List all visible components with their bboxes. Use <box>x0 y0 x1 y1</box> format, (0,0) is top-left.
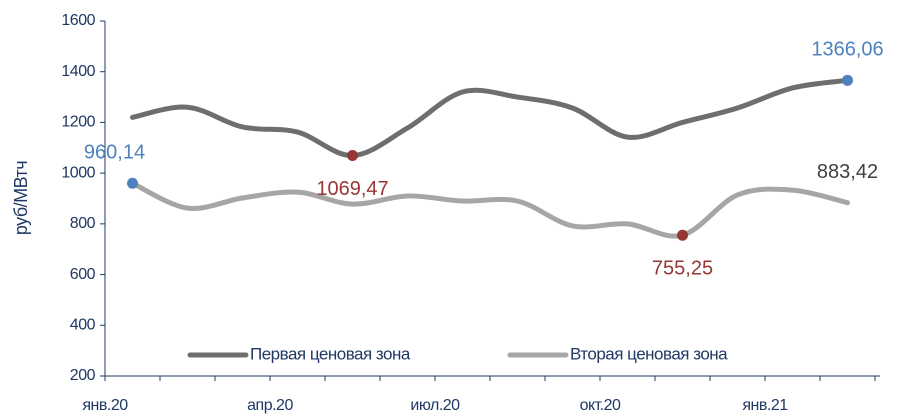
point-marker <box>677 229 688 241</box>
series-line <box>130 180 850 239</box>
y-tick-label: 1000 <box>61 164 95 181</box>
data-label: 960,14 <box>84 142 145 164</box>
point-marker <box>842 74 853 86</box>
legend-label: Вторая ценовая зона <box>570 344 728 363</box>
data-label: 883,42 <box>817 161 878 183</box>
x-tick-label: янв.20 <box>82 397 128 414</box>
data-label: 1069,47 <box>316 178 388 200</box>
y-tick-label: 600 <box>70 266 96 283</box>
legend-label: Первая ценовая зона <box>250 344 411 363</box>
data-label: 1366,06 <box>811 39 883 61</box>
y-tick-label: 800 <box>70 215 96 232</box>
y-axis-label: руб/МВтч <box>11 161 31 235</box>
x-tick-label: янв.21 <box>742 397 788 414</box>
data-label: 755,25 <box>652 257 713 279</box>
y-tick-label: 1400 <box>61 63 95 80</box>
point-marker <box>127 177 138 189</box>
x-tick-label: апр.20 <box>247 397 293 414</box>
x-tick-label: июл.20 <box>410 397 460 414</box>
y-tick-label: 200 <box>70 367 96 384</box>
y-tick-label: 1200 <box>61 114 95 131</box>
y-tick-label: 400 <box>70 317 96 334</box>
series-line <box>130 77 850 159</box>
y-tick-label: 1600 <box>61 12 95 29</box>
x-tick-label: окт.20 <box>580 397 621 414</box>
point-marker <box>347 150 358 162</box>
